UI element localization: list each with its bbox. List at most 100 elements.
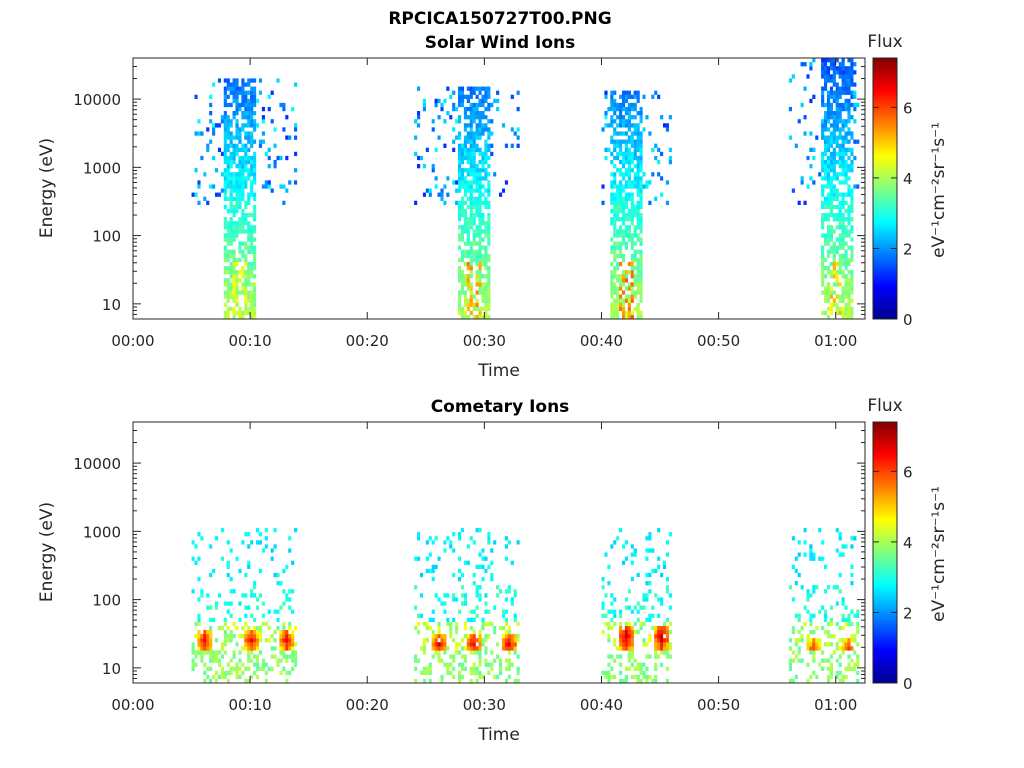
flux-cell-b0: [235, 102, 239, 108]
flux-cell-b1: [472, 111, 476, 116]
flux-cell-b3: [826, 634, 831, 639]
flux-cell-b3: [829, 131, 833, 136]
flux-cell-b1: [504, 666, 508, 671]
flux-cell-b0: [285, 135, 289, 140]
flux-cell-b2: [621, 257, 626, 263]
flux-cell-b1: [431, 646, 435, 651]
flux-cell-b3: [850, 282, 854, 287]
flux-cell-b1: [422, 678, 426, 684]
flux-cell-b3: [791, 564, 795, 570]
flux-cell-b3: [847, 261, 851, 267]
flux-cell-b2: [616, 278, 620, 283]
flux-cell-b0: [294, 123, 298, 128]
flux-cell-b2: [648, 532, 652, 537]
flux-cell-b0: [244, 184, 248, 189]
flux-cell-b0: [261, 131, 265, 136]
flux-cell-b1: [460, 172, 465, 177]
flux-cell-b2: [621, 306, 626, 312]
flux-cell-b1: [460, 572, 465, 578]
flux-cell-b0: [226, 180, 230, 185]
flux-cell-b2: [642, 184, 646, 189]
flux-cell-b3: [841, 217, 845, 222]
flux-cell-b2: [633, 233, 637, 238]
solar-wind-plot-frame: [132, 57, 866, 320]
flux-cell-b0: [232, 98, 236, 104]
flux-cell-b1: [490, 560, 494, 565]
flux-cell-b1: [449, 654, 453, 659]
flux-cell-b1: [513, 642, 517, 647]
flux-cell-b2: [636, 270, 640, 275]
flux-cell-b2: [616, 151, 620, 157]
flux-cell-b3: [844, 82, 848, 87]
flux-cell-b1: [463, 155, 467, 161]
flux-cell-b2: [639, 237, 643, 242]
flux-cell-b2: [621, 155, 626, 161]
flux-cell-b2: [624, 621, 629, 627]
flux-cell-b0: [279, 581, 283, 586]
flux-cell-b3: [835, 249, 839, 254]
flux-cell-b2: [601, 200, 605, 206]
flux-cell-b3: [844, 86, 848, 91]
flux-cell-b1: [475, 257, 479, 263]
flux-cell-b0: [288, 135, 292, 140]
flux-cell-b1: [472, 306, 476, 312]
flux-cell-b3: [841, 298, 845, 303]
flux-cell-b3: [821, 164, 825, 169]
flux-cell-b1: [490, 621, 494, 627]
flux-cell-b1: [478, 180, 482, 185]
flux-cell-b0: [241, 78, 245, 83]
flux-cell-b3: [797, 617, 801, 623]
flux-cell-b3: [847, 208, 851, 214]
flux-cell-b0: [285, 115, 289, 120]
flux-cell-b0: [267, 666, 271, 671]
flux-cell-b3: [853, 638, 857, 643]
flux-cell-b1: [449, 662, 453, 667]
flux-cell-b0: [261, 548, 265, 553]
flux-cell-b0: [247, 646, 251, 651]
flux-cell-b0: [273, 646, 277, 651]
flux-cell-b2: [613, 674, 617, 680]
flux-cell-b1: [460, 310, 465, 316]
flux-cell-b1: [458, 556, 462, 561]
flux-cell-b0: [294, 642, 298, 647]
flux-cell-b2: [619, 294, 623, 299]
flux-cell-b2: [621, 629, 626, 635]
flux-cell-b0: [255, 629, 260, 635]
flux-cell-b0: [223, 290, 227, 295]
flux-cell-b2: [630, 609, 634, 614]
flux-cell-b1: [417, 86, 421, 91]
flux-cell-b3: [850, 609, 854, 614]
flux-cell-b0: [209, 102, 213, 108]
flux-cell-b3: [829, 294, 833, 299]
flux-cell-b3: [847, 139, 851, 144]
flux-cell-b0: [241, 221, 245, 226]
flux-cell-b1: [458, 245, 462, 250]
flux-cell-b3: [841, 200, 845, 206]
flux-cell-b1: [466, 314, 470, 320]
flux-cell-b0: [235, 192, 239, 197]
flux-cell-b1: [458, 204, 462, 210]
flux-cell-b1: [458, 115, 462, 120]
flux-cell-b2: [657, 556, 661, 561]
flux-cell-b1: [490, 143, 494, 148]
flux-cell-b0: [235, 274, 239, 279]
flux-cell-b2: [610, 208, 614, 214]
flux-cell-b2: [654, 646, 658, 651]
flux-cell-b0: [223, 151, 227, 157]
flux-cell-b0: [282, 650, 286, 655]
flux-cell-b3: [809, 650, 813, 655]
flux-cell-b1: [463, 127, 467, 132]
flux-cell-b2: [639, 143, 643, 148]
flux-cell-b1: [434, 102, 438, 108]
flux-cell-b1: [475, 172, 479, 177]
flux-cell-b0: [235, 208, 239, 214]
flux-cell-b3: [821, 221, 825, 226]
flux-cell-b3: [806, 634, 810, 639]
flux-cell-b1: [475, 196, 479, 201]
flux-cell-b1: [487, 225, 491, 230]
flux-cell-b0: [288, 597, 292, 602]
flux-cell-b0: [267, 180, 271, 185]
flux-cell-b0: [200, 642, 204, 647]
flux-cell-b3: [794, 642, 798, 647]
flux-cell-b2: [613, 290, 617, 295]
